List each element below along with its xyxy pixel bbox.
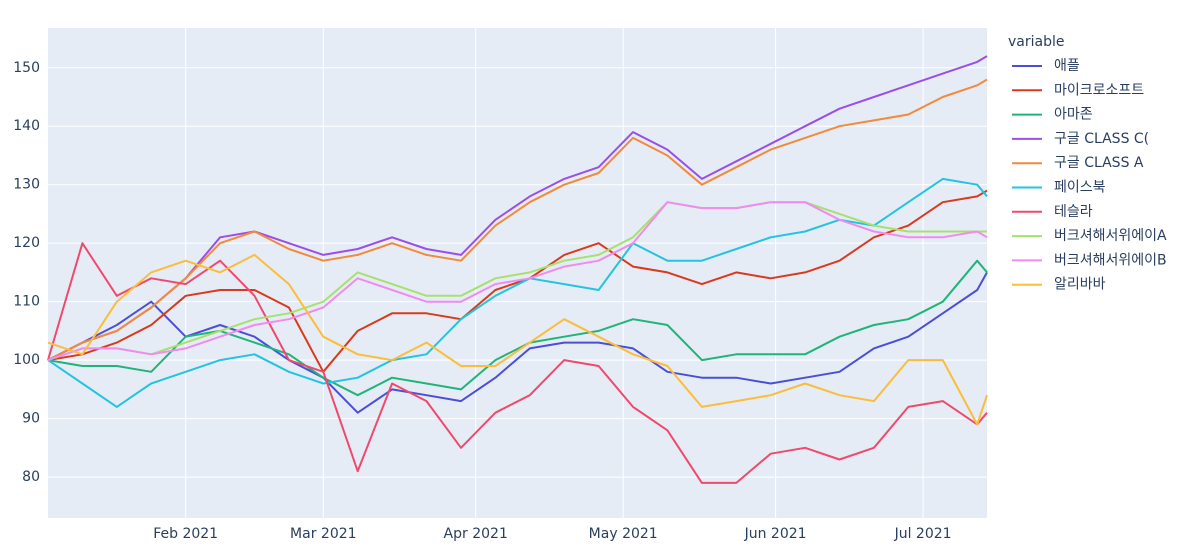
series-line	[47, 201, 988, 362]
series-line	[47, 271, 988, 414]
y-tick-label: 80	[22, 469, 40, 485]
x-tick-label: Mar 2021	[290, 526, 357, 542]
y-tick-label: 90	[22, 411, 40, 427]
legend-label: 테슬라	[1054, 204, 1093, 220]
x-tick-label: Jul 2021	[894, 526, 952, 542]
series-line	[47, 253, 988, 426]
series-line	[47, 55, 988, 361]
legend-label: 알리바바	[1054, 277, 1106, 293]
legend-label: 아마존	[1054, 107, 1093, 123]
y-tick-label: 150	[13, 60, 40, 76]
legend-label: 버크셔해서위에이B	[1054, 252, 1167, 268]
legend-label: 애플	[1054, 58, 1080, 74]
legend-title: variable	[1008, 34, 1064, 50]
legend-label: 페이스북	[1054, 180, 1106, 196]
x-tick-label: Jun 2021	[744, 526, 807, 542]
y-tick-label: 130	[13, 177, 40, 193]
x-tick-label: Apr 2021	[444, 526, 508, 542]
legend-label: 마이크로소프트	[1054, 82, 1144, 98]
series-line	[47, 78, 988, 361]
legend-label: 구글 CLASS C(	[1054, 131, 1149, 147]
y-tick-label: 110	[13, 294, 40, 310]
x-tick-label: May 2021	[589, 526, 658, 542]
series-line	[47, 201, 987, 362]
legend-label: 구글 CLASS A	[1054, 155, 1144, 171]
legend-label: 버크셔해서위에이A	[1054, 228, 1167, 244]
y-tick-label: 120	[13, 235, 40, 251]
plot-area	[48, 28, 987, 518]
x-tick-label: Feb 2021	[153, 526, 218, 542]
y-tick-label: 100	[13, 352, 40, 368]
y-tick-label: 140	[13, 118, 40, 134]
